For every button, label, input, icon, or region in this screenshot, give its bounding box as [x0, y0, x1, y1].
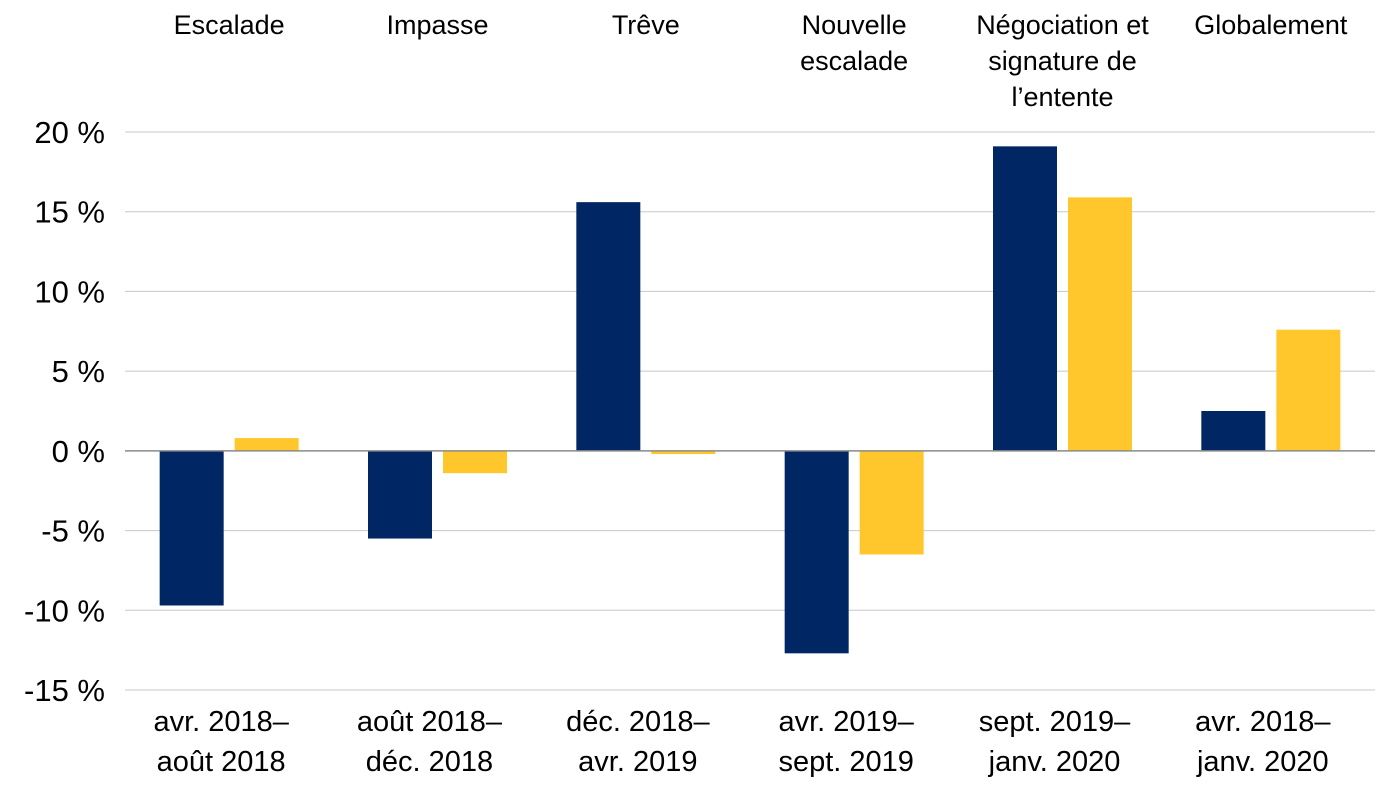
- phase-label: Impasse: [386, 10, 488, 40]
- gridlines: [125, 131, 1375, 691]
- y-tick-label: 20 %: [34, 115, 105, 150]
- x-tick-label-line: avr. 2018–: [1195, 706, 1331, 738]
- bar-series-2-group-4: [859, 450, 924, 555]
- x-tick-label-line: déc. 2018: [366, 746, 493, 778]
- x-axis-tick-labels: avr. 2018– août 2018 août 2018– déc. 2018 dé…: [153, 706, 1331, 778]
- x-tick-label-line: sept. 2019: [778, 746, 913, 778]
- y-tick-label: -5 %: [41, 514, 105, 549]
- phase-label: Escalade: [174, 10, 285, 40]
- bar-series-2-group-5: [1068, 197, 1132, 451]
- y-axis-tick-labels: 20 % 15 % 10 % 5 % 0 % -5 % -10 % -15 %: [24, 115, 105, 708]
- phase-label-line: Impasse: [386, 10, 488, 40]
- y-tick-label: 10 %: [34, 274, 105, 309]
- bar-series-1-group-6: [1201, 411, 1266, 451]
- phase-label: Négociation et signature de l’entente: [976, 10, 1149, 112]
- bar-series-1-group-3: [576, 202, 641, 451]
- phase-label-line: Globalement: [1194, 10, 1348, 40]
- phase-label-line: l’entente: [1011, 82, 1113, 112]
- phase-labels: Escalade Impasse Trêve Nouvelle escalade Négo…: [174, 10, 1348, 112]
- y-tick-label: -15 %: [24, 673, 105, 708]
- bar-series-2-group-3: [651, 450, 716, 455]
- phase-label-line: Trêve: [612, 10, 680, 40]
- bar-series-2-group-6: [1276, 329, 1341, 451]
- x-tick-label-line: avr. 2018–: [153, 706, 289, 738]
- x-tick-label-line: sept. 2019–: [979, 706, 1131, 738]
- y-tick-label: 15 %: [34, 195, 105, 230]
- x-tick-label-line: janv. 2020: [1196, 746, 1329, 778]
- bar-series-1-group-1: [159, 450, 224, 606]
- x-tick-label: avr. 2018– août 2018: [153, 706, 289, 778]
- x-tick-label-line: déc. 2018–: [566, 706, 710, 738]
- x-tick-label-line: août 2018: [157, 746, 286, 778]
- x-tick-label-line: avr. 2019: [578, 746, 697, 778]
- bar-series-2-group-2: [443, 450, 507, 474]
- bar-series-1-group-2: [368, 450, 432, 539]
- y-tick-label: -10 %: [24, 593, 105, 628]
- x-tick-label: avr. 2018– janv. 2020: [1195, 706, 1331, 778]
- phase-label-line: Escalade: [174, 10, 285, 40]
- phase-label: Trêve: [612, 10, 680, 40]
- x-tick-label: sept. 2019– janv. 2020: [979, 706, 1131, 778]
- phase-label-line: signature de: [988, 46, 1137, 76]
- y-tick-label: 5 %: [52, 354, 105, 389]
- bars: [159, 146, 1341, 654]
- x-tick-label: déc. 2018– avr. 2019: [566, 706, 710, 778]
- phase-label: Nouvelle escalade: [800, 10, 908, 76]
- x-tick-label: août 2018– déc. 2018: [357, 706, 503, 778]
- bar-series-1-group-5: [993, 146, 1057, 451]
- x-tick-label: avr. 2019– sept. 2019: [778, 706, 914, 778]
- x-tick-label-line: août 2018–: [357, 706, 503, 738]
- bar-series-1-group-4: [784, 450, 849, 654]
- bar-series-2-group-1: [234, 438, 299, 451]
- y-tick-label: 0 %: [52, 434, 105, 469]
- phase-label-line: Négociation et: [976, 10, 1149, 40]
- phase-label-line: Nouvelle: [802, 10, 907, 40]
- x-tick-label-line: janv. 2020: [988, 746, 1121, 778]
- phase-label: Globalement: [1194, 10, 1348, 40]
- phase-label-line: escalade: [800, 46, 908, 76]
- x-tick-label-line: avr. 2019–: [778, 706, 914, 738]
